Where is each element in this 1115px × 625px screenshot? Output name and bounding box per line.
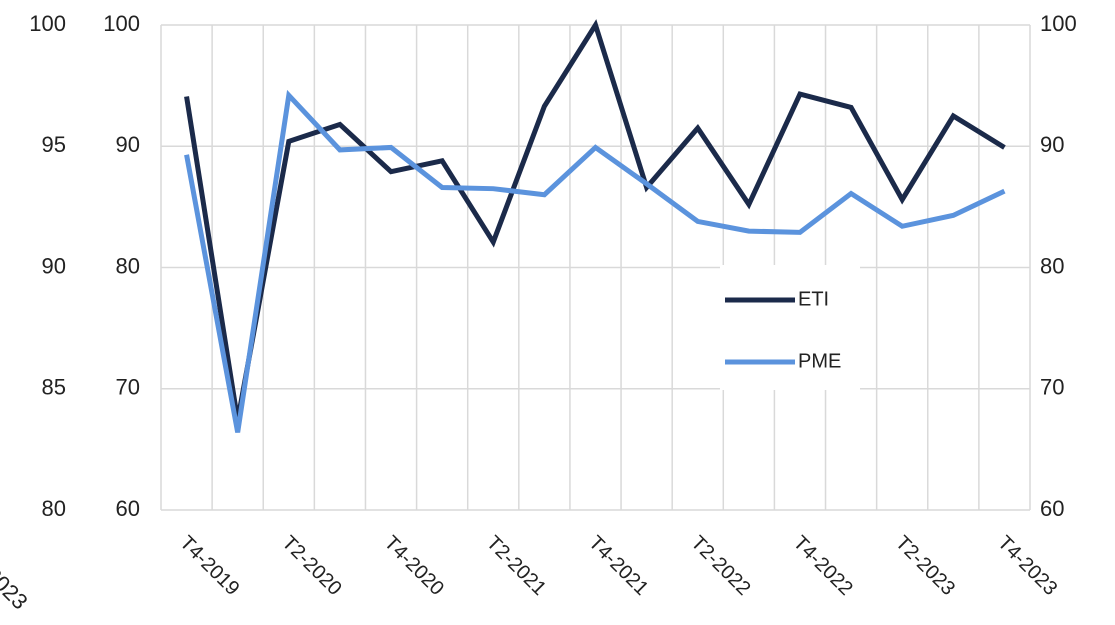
y2-tick-label: 90 (1040, 132, 1064, 157)
y2-tick-label: 80 (1040, 253, 1064, 278)
y-tick-label: 80 (42, 496, 66, 521)
y-tick-label: 80 (116, 253, 140, 278)
lines (184, 19, 1006, 433)
y-tick-label: 60 (116, 496, 140, 521)
y-tick-label: 95 (42, 132, 66, 157)
legend-box (720, 265, 860, 390)
y-tick-label: 70 (116, 375, 140, 400)
y2-tick-label: 100 (1040, 11, 1077, 36)
y-tick-label: 100 (103, 11, 140, 36)
legend: ETI PME (725, 288, 841, 372)
y2-tick-label: 60 (1040, 496, 1064, 521)
y-tick-label: 100 (29, 11, 66, 36)
y2-tick-label: 70 (1040, 375, 1064, 400)
legend-label: ETI (798, 288, 829, 310)
legend-label: PME (798, 350, 841, 372)
y-tick-label: 85 (42, 375, 66, 400)
series-line (184, 89, 1006, 433)
y-tick-label: 90 (42, 253, 66, 278)
y-tick-label: 90 (116, 132, 140, 157)
